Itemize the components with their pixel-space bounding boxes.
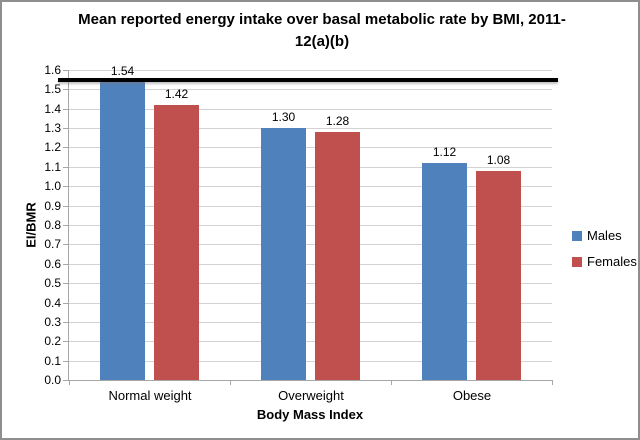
y-tick-label: 1.4: [44, 102, 61, 116]
legend-item-males: Males: [572, 228, 637, 243]
y-tick-mark: [63, 128, 69, 129]
x-tick-mark: [69, 380, 70, 385]
gridline: [69, 244, 552, 245]
bar-label-females-normal-weight: 1.42: [164, 87, 189, 101]
y-tick-label: 1.3: [44, 121, 61, 135]
gridline: [69, 380, 552, 381]
bar-males-obese: [422, 163, 467, 380]
y-tick-label: 1.6: [44, 63, 61, 77]
legend-item-females: Females: [572, 254, 637, 269]
y-tick-mark: [63, 186, 69, 187]
y-tick-label: 0.3: [44, 315, 61, 329]
y-tick-mark: [63, 303, 69, 304]
gridline: [69, 225, 552, 226]
bar-label-females-obese: 1.08: [486, 153, 511, 167]
y-tick-label: 1.1: [44, 160, 61, 174]
gridline: [69, 70, 552, 71]
gridline: [69, 128, 552, 129]
x-axis-title: Body Mass Index: [256, 407, 364, 422]
y-tick-label: 0.9: [44, 199, 61, 213]
y-tick-mark: [63, 89, 69, 90]
legend: Males Females: [572, 228, 637, 280]
y-tick-mark: [63, 341, 69, 342]
y-tick-mark: [63, 322, 69, 323]
y-tick-mark: [63, 167, 69, 168]
legend-swatch-males: [572, 230, 582, 241]
gridline: [69, 341, 552, 342]
y-tick-mark: [63, 264, 69, 265]
y-tick-mark: [63, 70, 69, 71]
legend-label-females: Females: [587, 254, 637, 269]
y-tick-label: 0.5: [44, 276, 61, 290]
y-tick-label: 0.4: [44, 296, 61, 310]
legend-swatch-females: [572, 256, 582, 267]
gridline: [69, 264, 552, 265]
gridline: [69, 147, 552, 148]
chart-title: Mean reported energy intake over basal m…: [78, 11, 566, 50]
y-tick-label: 1.2: [44, 140, 61, 154]
gridline: [69, 303, 552, 304]
bar-males-overweight: [261, 128, 306, 380]
y-tick-label: 1.5: [44, 82, 61, 96]
gridline: [69, 283, 552, 284]
reference-line: [58, 78, 558, 82]
y-tick-mark: [63, 225, 69, 226]
y-tick-mark: [63, 283, 69, 284]
legend-label-males: Males: [587, 228, 622, 243]
y-tick-mark: [63, 147, 69, 148]
gridline: [69, 109, 552, 110]
gridline: [69, 361, 552, 362]
gridline: [69, 322, 552, 323]
y-axis-line: [68, 70, 69, 381]
bar-label-males-obese: 1.12: [432, 145, 457, 159]
gridline: [69, 206, 552, 207]
y-tick-label: 0.1: [44, 354, 61, 368]
gridline: [69, 167, 552, 168]
y-tick-mark: [63, 206, 69, 207]
y-tick-label: 1.0: [44, 179, 61, 193]
bar-females-overweight: [315, 132, 360, 380]
y-tick-mark: [63, 361, 69, 362]
y-tick-label: 0.6: [44, 257, 61, 271]
x-tick-mark: [230, 380, 231, 385]
x-tick-label-overweight: Overweight: [278, 388, 344, 403]
gridline: [69, 186, 552, 187]
y-tick-label: 0.8: [44, 218, 61, 232]
x-tick-label-normal-weight: Normal weight: [108, 388, 192, 403]
gridline: [69, 89, 552, 90]
bar-males-normal-weight: [100, 82, 145, 380]
x-tick-mark: [552, 380, 553, 385]
x-tick-mark: [391, 380, 392, 385]
bar-females-obese: [476, 171, 521, 380]
bar-label-females-overweight: 1.28: [325, 114, 350, 128]
y-tick-mark: [63, 244, 69, 245]
x-tick-label-obese: Obese: [452, 388, 492, 403]
bar-label-males-overweight: 1.30: [271, 110, 296, 124]
bar-label-males-normal-weight: 1.54: [110, 64, 135, 78]
y-tick-label: 0.7: [44, 237, 61, 251]
y-tick-mark: [63, 380, 69, 381]
y-tick-mark: [63, 109, 69, 110]
y-tick-label: 0.2: [44, 334, 61, 348]
bar-females-normal-weight: [154, 105, 199, 380]
y-tick-label: 0.0: [44, 373, 61, 387]
